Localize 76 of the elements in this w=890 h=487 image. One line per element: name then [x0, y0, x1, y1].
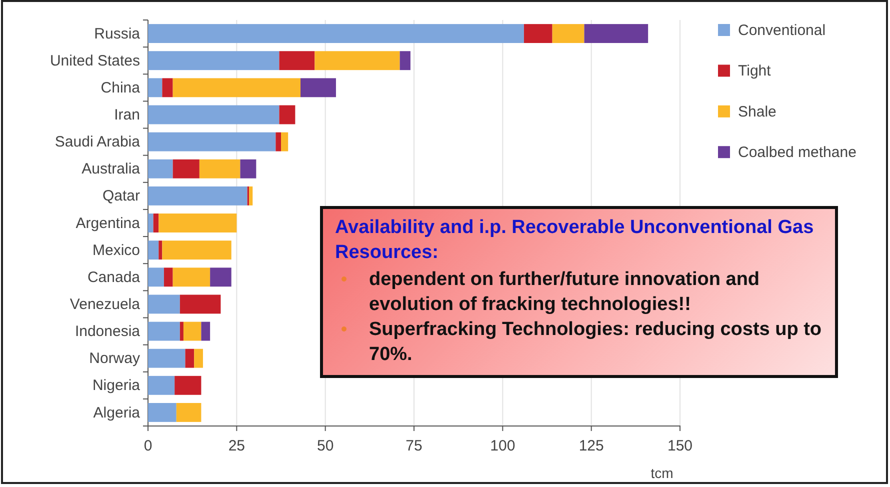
bar	[148, 402, 176, 422]
x-tick-label: 25	[228, 438, 246, 454]
bar	[194, 348, 203, 368]
y-tick-label: Saudi Arabia	[54, 134, 141, 151]
bar	[174, 376, 202, 395]
bar	[148, 78, 162, 98]
bar	[185, 348, 194, 368]
legend-label: Coalbed methane	[738, 144, 856, 162]
bar	[153, 214, 159, 232]
bar	[148, 348, 186, 368]
bar	[552, 24, 584, 44]
y-tick-label: China	[100, 79, 141, 96]
legend-label: Tight	[738, 62, 772, 80]
bar	[148, 51, 280, 70]
bar	[201, 322, 210, 341]
bar	[158, 240, 162, 260]
bar	[148, 186, 248, 206]
legend-label: Shale	[738, 103, 776, 120]
bar	[148, 322, 180, 341]
y-tick-label: Argentina	[76, 214, 141, 232]
bar	[148, 159, 173, 178]
bar	[314, 51, 400, 70]
bar	[172, 78, 301, 98]
bar	[279, 105, 296, 124]
bar	[148, 105, 280, 124]
bar	[148, 214, 154, 232]
x-tick-label: 150	[667, 438, 693, 454]
bar	[148, 132, 276, 152]
bar	[584, 24, 648, 44]
bar	[281, 132, 288, 152]
bar	[279, 51, 315, 70]
bar	[524, 24, 552, 44]
bar	[180, 322, 184, 341]
x-tick-label: 75	[406, 438, 422, 454]
bar	[148, 376, 175, 395]
bar	[148, 24, 524, 44]
legend-label: Conventional	[738, 22, 826, 39]
x-tick-label: 0	[144, 438, 152, 454]
x-tick-label: 125	[578, 438, 604, 454]
bar	[158, 214, 237, 232]
y-tick-label: Iran	[114, 106, 140, 124]
x-tick-label: 50	[316, 438, 334, 454]
y-tick-label: Venezuela	[70, 296, 141, 313]
bar	[276, 132, 281, 152]
bar	[172, 159, 200, 178]
y-tick-label: Indonesia	[74, 323, 141, 340]
y-tick-label: Norway	[89, 350, 140, 368]
bar	[162, 78, 173, 98]
bar	[172, 268, 210, 287]
bar	[400, 51, 410, 70]
y-tick-label: United States	[50, 52, 140, 70]
y-tick-label: Nigeria	[92, 377, 141, 394]
bar	[249, 186, 253, 206]
bar	[180, 294, 221, 314]
y-tick-label: Canada	[87, 268, 141, 286]
y-tick-label: Mexico	[92, 242, 140, 259]
bar	[210, 268, 232, 287]
bar	[164, 268, 173, 287]
y-tick-label: Australia	[82, 160, 141, 178]
bar	[199, 159, 240, 178]
bar	[300, 78, 336, 98]
annotation: dependent on further/future innovation and evolution of fracking technologies!!	[369, 269, 760, 315]
bar	[162, 240, 232, 260]
y-tick-label: Algeria	[93, 404, 141, 422]
x-tick-label: 100	[490, 438, 516, 454]
annotation: Superfracking Technologies: reducing costs up to 70%.	[369, 319, 822, 365]
bar	[148, 240, 159, 260]
y-tick-label: Russia	[94, 25, 141, 42]
bar	[183, 322, 202, 341]
x-axis-title: tcm	[650, 465, 674, 481]
bar	[148, 294, 180, 314]
annotation: Availability and i.p. Recoverable Unconventional Gas Resources:	[335, 216, 815, 265]
bar	[148, 268, 164, 287]
bar	[240, 159, 256, 178]
bar	[176, 402, 202, 422]
y-tick-label: Qatar	[102, 188, 140, 205]
